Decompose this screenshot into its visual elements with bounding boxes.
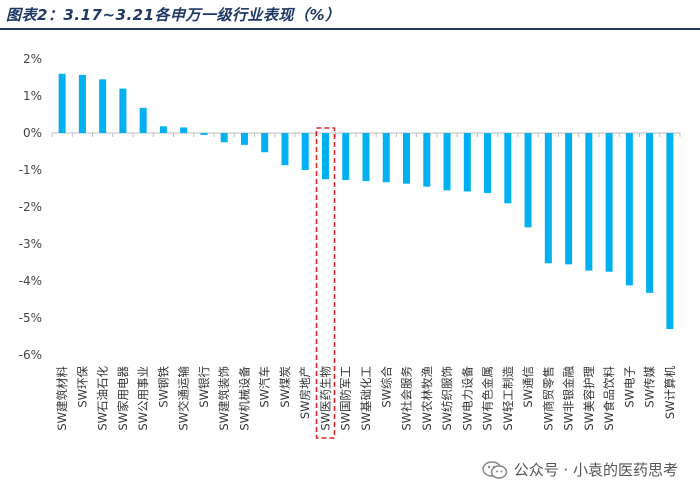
- bar: [362, 133, 370, 182]
- bar: [666, 133, 674, 330]
- x-category-label: SW通信: [521, 366, 535, 408]
- x-category-label: SW电力设备: [460, 366, 474, 431]
- x-category-label: SW国防军工: [339, 366, 353, 431]
- x-category-label: SW环保: [75, 366, 89, 408]
- x-category-label: SW汽车: [258, 366, 272, 408]
- bar: [504, 133, 512, 204]
- x-category-label: SW综合: [379, 366, 393, 408]
- bar: [463, 133, 471, 192]
- bar: [301, 133, 309, 170]
- bar: [240, 133, 248, 145]
- x-category-label: SW食品饮料: [602, 366, 616, 431]
- y-tick-label: -6%: [19, 348, 42, 362]
- bar: [646, 133, 654, 293]
- bar: [261, 133, 269, 153]
- x-category-label: SW有色金属: [481, 366, 495, 431]
- bar: [99, 79, 107, 133]
- bar: [58, 73, 66, 133]
- bar: [321, 133, 329, 180]
- bar: [605, 133, 613, 272]
- bar: [625, 133, 633, 286]
- bar: [159, 126, 167, 133]
- y-tick-label: -2%: [19, 200, 42, 214]
- y-tick-label: 0%: [23, 126, 42, 140]
- y-tick-label: 2%: [23, 52, 42, 66]
- bar: [565, 133, 573, 265]
- bar: [403, 133, 411, 184]
- x-category-label: SW医药生物: [318, 366, 332, 431]
- bar: [200, 133, 208, 135]
- x-category-label: SW商贸零售: [541, 366, 555, 431]
- bar: [342, 133, 350, 180]
- bar: [443, 133, 451, 191]
- y-tick-label: -1%: [19, 163, 42, 177]
- bar: [524, 133, 532, 228]
- x-category-label: SW建筑装饰: [217, 366, 231, 431]
- y-tick-label: 1%: [23, 89, 42, 103]
- x-category-label: SW煤炭: [278, 366, 292, 408]
- bar: [382, 133, 390, 183]
- bar: [281, 133, 289, 166]
- x-category-label: SW非银金融: [562, 366, 576, 431]
- y-tick-label: -3%: [19, 237, 42, 251]
- bar: [180, 127, 188, 133]
- bar: [544, 133, 552, 264]
- chart-title: 图表2：3.17~3.21各申万一级行业表现（%）: [6, 6, 341, 24]
- x-category-label: SW社会服务: [400, 366, 414, 431]
- x-category-label: SW银行: [197, 366, 211, 408]
- x-category-label: SW石油石化: [96, 366, 110, 431]
- x-category-label: SW钢铁: [156, 366, 170, 408]
- x-category-label: SW纺织服饰: [440, 366, 454, 431]
- bar: [484, 133, 492, 193]
- wechat-icon: [481, 460, 507, 479]
- x-category-label: SW传媒: [643, 366, 657, 408]
- x-category-label: SW建筑材料: [55, 366, 69, 431]
- x-category-label: SW美容护理: [582, 366, 596, 431]
- bar: [78, 74, 86, 133]
- x-category-label: SW机械设备: [237, 366, 251, 431]
- x-category-label: SW计算机: [663, 366, 677, 420]
- bar: [220, 133, 228, 143]
- x-category-label: SW公用事业: [136, 366, 150, 431]
- bar: [423, 133, 431, 187]
- highlight-box: [315, 127, 336, 439]
- bar: [119, 88, 127, 133]
- watermark: 公众号 · 小袁的医药思考: [481, 459, 678, 480]
- title-divider: [0, 28, 700, 30]
- x-category-label: SW轻工制造: [501, 366, 515, 431]
- watermark-text: 公众号 · 小袁的医药思考: [513, 461, 678, 479]
- bar: [139, 107, 147, 133]
- bar: [585, 133, 593, 271]
- x-category-label: SW基础化工: [359, 366, 373, 431]
- x-category-label: SW交通运输: [177, 366, 191, 431]
- x-category-label: SW家用电器: [116, 366, 130, 431]
- x-category-label: SW房地产: [298, 366, 312, 419]
- y-tick-label: -4%: [19, 274, 42, 288]
- x-category-label: SW电子: [622, 366, 636, 408]
- y-tick-label: -5%: [19, 311, 42, 325]
- x-category-label: SW农林牧渔: [420, 366, 434, 431]
